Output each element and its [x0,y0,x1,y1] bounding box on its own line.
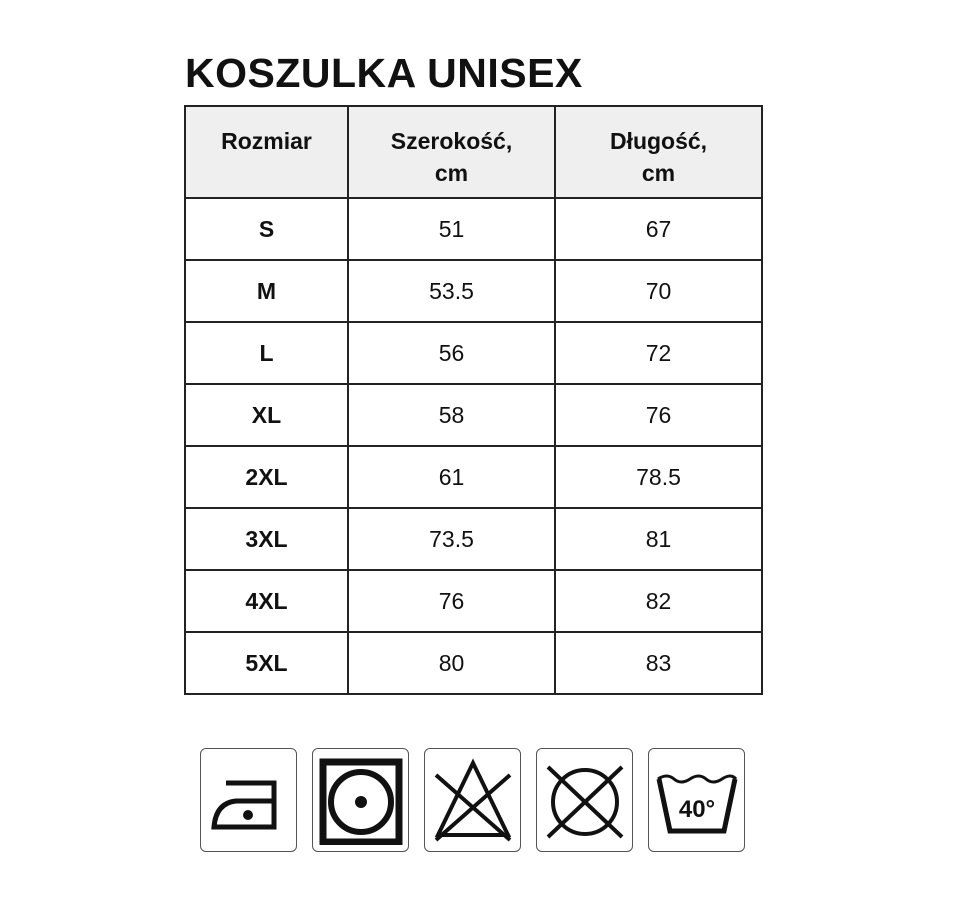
page-title: KOSZULKA UNISEX [185,50,583,96]
header-text: Szerokość, [390,128,513,154]
header-width: Szerokość, cm [347,105,556,199]
size-cell: L [184,321,349,385]
length-cell: 72 [554,321,763,385]
width-cell: 56 [347,321,556,385]
table-row: 2XL 61 78.5 [184,445,763,509]
table-row: 5XL 80 83 [184,631,763,695]
size-cell: 4XL [184,569,349,633]
width-cell: 61 [347,445,556,509]
header-text: Długość, [609,128,708,154]
care-icons: 40° [200,748,745,852]
header-unit: cm [434,160,469,186]
wash-temperature-label: 40° [678,796,714,823]
length-cell: 81 [554,507,763,571]
do-not-bleach-icon [424,748,521,852]
do-not-dry-clean-icon [536,748,633,852]
header-length: Długość, cm [554,105,763,199]
size-cell: M [184,259,349,323]
header-text: Rozmiar [221,128,312,154]
width-cell: 73.5 [347,507,556,571]
length-cell: 70 [554,259,763,323]
width-cell: 53.5 [347,259,556,323]
size-cell: XL [184,383,349,447]
length-cell: 67 [554,197,763,261]
table-row: 4XL 76 82 [184,569,763,633]
width-cell: 51 [347,197,556,261]
length-cell: 76 [554,383,763,447]
width-cell: 80 [347,631,556,695]
tumble-dry-icon [312,748,409,852]
size-cell: S [184,197,349,261]
table-row: M 53.5 70 [184,259,763,323]
size-table: Rozmiar Szerokość, cm Długość, cm S 51 67 M 53… [184,105,763,695]
table-row: L 56 72 [184,321,763,385]
table-row: S 51 67 [184,197,763,261]
table-row: 3XL 73.5 81 [184,507,763,571]
size-cell: 2XL [184,445,349,509]
table-row: XL 58 76 [184,383,763,447]
table-body: S 51 67 M 53.5 70 L 56 72 XL 58 76 2XL 61 78.5 3XL 73.5 8… [184,197,763,695]
size-cell: 5XL [184,631,349,695]
header-size: Rozmiar [184,105,349,199]
length-cell: 82 [554,569,763,633]
table-header-row: Rozmiar Szerokość, cm Długość, cm [184,105,763,199]
wash-40-icon: 40° [648,748,745,852]
iron-low-temperature-icon [200,748,297,852]
size-cell: 3XL [184,507,349,571]
length-cell: 83 [554,631,763,695]
length-cell: 78.5 [554,445,763,509]
header-unit: cm [641,160,676,186]
width-cell: 58 [347,383,556,447]
width-cell: 76 [347,569,556,633]
